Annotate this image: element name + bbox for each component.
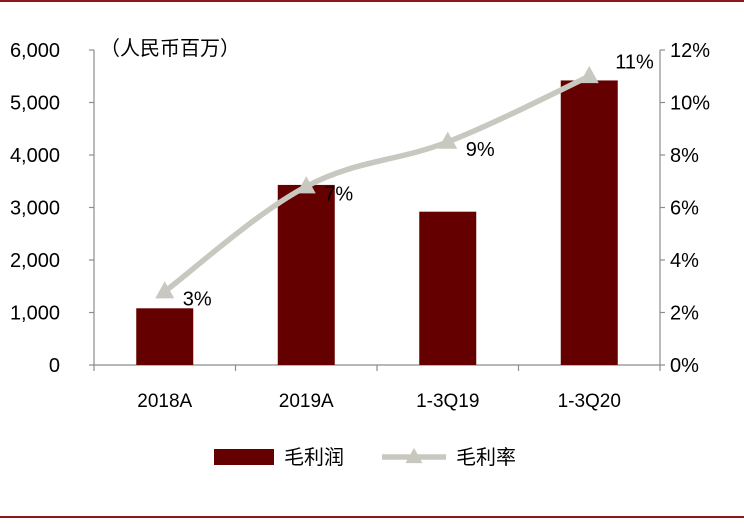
- bar-1-3Q20: [560, 80, 618, 365]
- left-axis-tick-label: 0: [49, 355, 60, 377]
- margin-marker-1-3Q20: [579, 65, 599, 84]
- margin-marker-1-3Q19: [438, 131, 458, 149]
- right-axis-tick-label: 8%: [670, 145, 699, 167]
- bar-2018A: [136, 308, 194, 365]
- margin-data-label: 11%: [615, 51, 654, 73]
- margin-marker-2019A: [296, 176, 316, 194]
- right-axis-tick-label: 2%: [670, 303, 699, 325]
- margin-data-label: 9%: [466, 139, 495, 161]
- category-label: 2018A: [137, 391, 192, 412]
- right-axis-tick-label: 4%: [670, 250, 699, 272]
- margin-data-label: 7%: [324, 184, 353, 206]
- margin-marker-2018A: [155, 281, 175, 299]
- right-axis-tick-label: 6%: [670, 198, 699, 220]
- data-labels: 3% 7% 9% 11%: [183, 51, 654, 310]
- legend-bar-label: 毛利润: [284, 445, 344, 469]
- left-axis-tick-label: 3,000: [10, 198, 60, 220]
- margin-line: [162, 73, 592, 295]
- bar-series: [136, 80, 618, 365]
- right-axis-tick-label: 12%: [670, 40, 710, 62]
- unit-label: （人民币百万）: [100, 36, 240, 60]
- category-label: 1-3Q19: [416, 391, 479, 412]
- legend-bar-swatch: [214, 449, 274, 465]
- bar-2019A: [277, 184, 335, 365]
- left-axis-tick-label: 6,000: [10, 40, 60, 62]
- legend-line-marker: [405, 447, 423, 464]
- left-axis-tick-label: 1,000: [10, 303, 60, 325]
- legend-line-label: 毛利率: [456, 445, 516, 469]
- left-axis-tick-label: 2,000: [10, 250, 60, 272]
- left-axis-tick-label: 4,000: [10, 145, 60, 167]
- category-label: 1-3Q20: [558, 391, 621, 412]
- right-axis-tick-label: 10%: [670, 93, 710, 115]
- category-label: 2019A: [279, 391, 334, 412]
- line-series: [155, 65, 599, 299]
- margin-data-label: 3%: [183, 289, 212, 311]
- bar-1-3Q19: [419, 211, 477, 365]
- left-axis-tick-label: 5,000: [10, 93, 60, 115]
- legend: 毛利润 毛利率: [214, 445, 516, 469]
- axes: 0 1,000 2,000 3,000 4,000 5,000 6,000 0% 2% 4% 6% 8…: [10, 40, 710, 412]
- right-axis-tick-label: 0%: [670, 355, 699, 377]
